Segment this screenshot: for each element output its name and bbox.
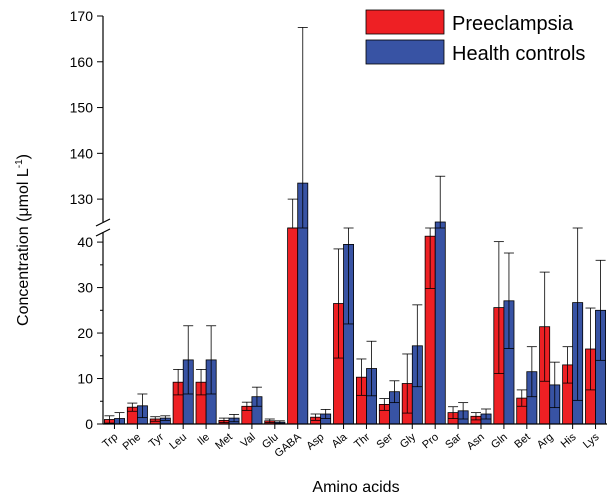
x-tick-label-thr: Thr xyxy=(352,431,373,451)
x-tick-label-gly: Gly xyxy=(398,431,419,451)
y-axis-title: Concentration (μmol L-1) xyxy=(14,154,32,326)
error-bar-health-controls-his xyxy=(572,227,583,401)
y-tick-label: 160 xyxy=(70,54,94,70)
error-bar-preeclampsia-asp xyxy=(310,413,321,421)
error-bar-health-controls-met xyxy=(229,414,240,423)
error-bar-preeclampsia-phe xyxy=(127,402,138,412)
x-tick-label-ala: Ala xyxy=(330,431,351,451)
error-bar-health-controls-asp xyxy=(320,409,331,419)
legend-label-preeclampsia: Preeclampsia xyxy=(452,13,574,35)
x-tick-label-leu: Leu xyxy=(167,431,189,452)
error-bar-preeclampsia-gaba xyxy=(287,198,298,229)
plot-area xyxy=(104,27,607,425)
error-bar-health-controls-thr xyxy=(366,340,377,397)
y-tick-label: 10 xyxy=(77,371,93,387)
x-tick-label-sar: Sar xyxy=(443,431,464,451)
x-axis-title: Amino acids xyxy=(312,479,399,496)
x-tick-label-met: Met xyxy=(213,431,235,452)
error-bar-preeclampsia-tyr xyxy=(150,416,161,422)
error-bar-preeclampsia-pro xyxy=(425,227,436,289)
x-tick-label-tyr: Tyr xyxy=(147,431,167,450)
y-tick-label: 130 xyxy=(70,191,94,207)
error-bar-health-controls-asn xyxy=(481,408,492,420)
error-bar-health-controls-val xyxy=(251,386,262,407)
error-bar-health-controls-tyr xyxy=(160,415,171,421)
x-tick-label-trp: Trp xyxy=(100,431,120,451)
error-bar-preeclampsia-his xyxy=(562,346,573,384)
bar-preeclampsia-gaba xyxy=(287,227,299,425)
error-bar-preeclampsia-glu xyxy=(264,418,275,424)
y-tick-label: 140 xyxy=(70,145,94,161)
y-tick-label: 40 xyxy=(77,234,93,250)
error-bar-preeclampsia-trp xyxy=(104,415,115,424)
error-bar-preeclampsia-gln xyxy=(493,241,504,374)
error-bar-health-controls-sar xyxy=(458,402,469,420)
error-bar-preeclampsia-gly xyxy=(402,353,413,414)
error-bar-health-controls-gly xyxy=(412,304,423,388)
error-bar-preeclampsia-asn xyxy=(470,412,481,421)
x-tick-label-ser: Ser xyxy=(374,431,395,451)
error-bar-health-controls-ile xyxy=(206,325,217,395)
error-bar-health-controls-gln xyxy=(503,252,514,349)
error-bar-health-controls-arg xyxy=(549,361,560,409)
x-tick-label-val: Val xyxy=(239,431,258,450)
x-tick-label-his: His xyxy=(559,431,579,451)
error-bar-health-controls-phe xyxy=(137,393,148,419)
y-tick-label: 150 xyxy=(70,100,94,116)
error-bar-health-controls-pro xyxy=(435,175,446,229)
error-bar-health-controls-ala xyxy=(343,227,354,325)
error-bar-preeclampsia-arg xyxy=(539,271,550,382)
x-tick-label-gaba: GABA xyxy=(273,431,305,460)
x-tick-label-lys: Lys xyxy=(581,431,602,451)
x-tick-label-asn: Asn xyxy=(465,431,487,452)
x-tick-label-arg: Arg xyxy=(535,431,556,451)
x-tick-label-ile: Ile xyxy=(195,431,212,448)
error-bar-health-controls-gaba xyxy=(297,27,308,229)
x-tick-label-bet: Bet xyxy=(512,431,532,451)
x-tick-label-gln: Gln xyxy=(489,431,510,451)
legend: Preeclampsia Health controls xyxy=(365,9,585,65)
error-bar-preeclampsia-bet xyxy=(516,389,527,407)
error-bar-health-controls-lys xyxy=(595,259,606,361)
error-bar-preeclampsia-ile xyxy=(196,369,207,396)
error-bar-preeclampsia-ala xyxy=(333,248,344,359)
bar-health-controls-pro xyxy=(434,221,446,425)
y-tick-label: 30 xyxy=(77,280,93,296)
y-tick-label: 0 xyxy=(85,416,93,432)
error-bar-preeclampsia-thr xyxy=(356,358,367,396)
x-tick-label-asp: Asp xyxy=(304,431,326,452)
error-bar-health-controls-bet xyxy=(526,346,537,398)
error-bar-preeclampsia-ser xyxy=(379,398,390,411)
x-tick-label-pro: Pro xyxy=(420,431,441,451)
axis-break-mark xyxy=(95,218,111,227)
legend-swatch-preeclampsia xyxy=(365,9,445,35)
error-bar-preeclampsia-sar xyxy=(448,406,459,419)
y-tick-label: 170 xyxy=(70,8,94,24)
error-bar-preeclampsia-lys xyxy=(585,307,596,391)
error-bar-health-controls-leu xyxy=(183,325,194,395)
error-bar-health-controls-ser xyxy=(389,380,400,404)
x-tick-label-phe: Phe xyxy=(121,431,144,453)
legend-label-health-controls: Health controls xyxy=(452,43,585,65)
error-bar-preeclampsia-leu xyxy=(173,369,184,396)
error-bar-preeclampsia-val xyxy=(241,401,252,411)
y-tick-label: 20 xyxy=(77,325,93,341)
error-bar-preeclampsia-met xyxy=(218,417,229,424)
axis-break-mark xyxy=(95,228,111,237)
legend-swatch-health-controls xyxy=(365,39,445,65)
